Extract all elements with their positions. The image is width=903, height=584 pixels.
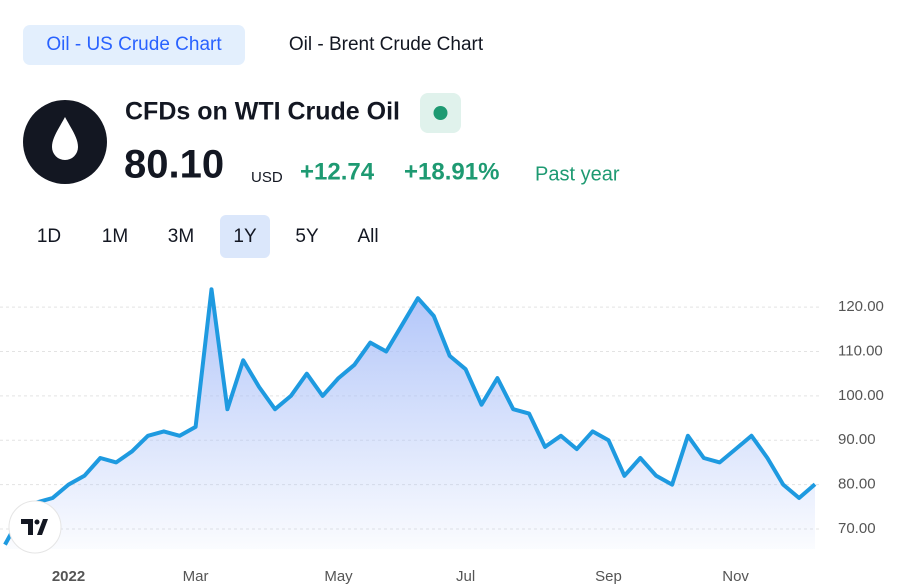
y-tick-label: 70.00 (838, 520, 876, 537)
x-tick-label: Nov (722, 568, 749, 584)
x-tick-label: Mar (183, 568, 209, 584)
area (5, 289, 815, 549)
symbol-title: CFDs on WTI Crude Oil (125, 98, 400, 126)
currency: USD (251, 169, 283, 186)
drop-icon (52, 117, 78, 160)
y-tick-label: 90.00 (838, 431, 876, 448)
line (3, 287, 817, 546)
range-button[interactable]: 1D (37, 226, 61, 247)
tv-logo-mark (21, 519, 48, 535)
y-tick-label: 110.00 (838, 342, 883, 359)
x-tick-label: Sep (595, 568, 622, 584)
status-dot (433, 106, 448, 120)
change: +12.74 (300, 158, 375, 185)
x-tick-label: May (324, 568, 353, 584)
tab[interactable]: Oil - US Crude Chart (46, 34, 222, 55)
tv-logo-dot (34, 519, 40, 525)
tab-active-bg (23, 25, 245, 65)
x-tick-label: Jul (456, 568, 475, 584)
range-button[interactable]: 3M (168, 226, 194, 247)
x-tick-label: 2022 (52, 568, 85, 584)
range-active-bg (220, 215, 270, 258)
y-tick-label: 80.00 (838, 476, 876, 493)
tv-logo (8, 500, 62, 554)
y-tick-label: 100.00 (838, 387, 884, 404)
change-percent: +18.91% (404, 158, 499, 185)
range-button[interactable]: 5Y (295, 226, 319, 247)
range-button[interactable]: All (357, 226, 378, 247)
range-button[interactable]: 1M (102, 226, 128, 247)
price: 80.10 (124, 143, 224, 187)
y-tick-label: 120.00 (838, 298, 884, 315)
range-button[interactable]: 1Y (233, 226, 257, 247)
tab[interactable]: Oil - Brent Crude Chart (289, 34, 484, 55)
period: Past year (535, 163, 620, 185)
